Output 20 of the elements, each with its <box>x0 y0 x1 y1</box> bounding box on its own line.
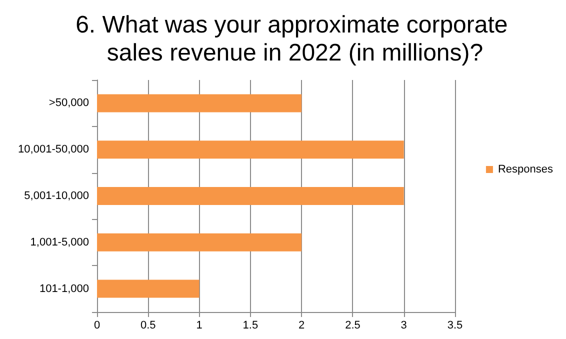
y-tick-label: 1,001-5,000 <box>30 236 89 248</box>
x-tick-label: 1.5 <box>242 320 258 332</box>
y-tick-label: 10,001-50,000 <box>18 144 89 156</box>
bar <box>97 187 404 205</box>
legend-label: Responses <box>498 164 554 176</box>
bar <box>97 140 404 159</box>
x-tick-label: 2 <box>298 320 305 332</box>
x-tick-label: 0.5 <box>140 320 156 332</box>
x-tick-label: 3 <box>400 320 407 332</box>
x-tick-label: 1 <box>196 320 202 332</box>
y-tick-label: 101-1,000 <box>39 282 89 295</box>
x-tick-label: 3.5 <box>447 320 463 332</box>
y-tick-label: >50,000 <box>48 97 89 110</box>
chart-title: 6. What was your approximate corporate sales revenue in 2022 (in millions)? <box>76 12 514 66</box>
bar <box>97 94 302 112</box>
x-tick-label: 0 <box>94 320 100 332</box>
bar <box>97 233 302 252</box>
y-tick-label: 5,001-10,000 <box>24 190 89 202</box>
bar <box>97 280 200 298</box>
x-tick-label: 2.5 <box>345 320 360 332</box>
